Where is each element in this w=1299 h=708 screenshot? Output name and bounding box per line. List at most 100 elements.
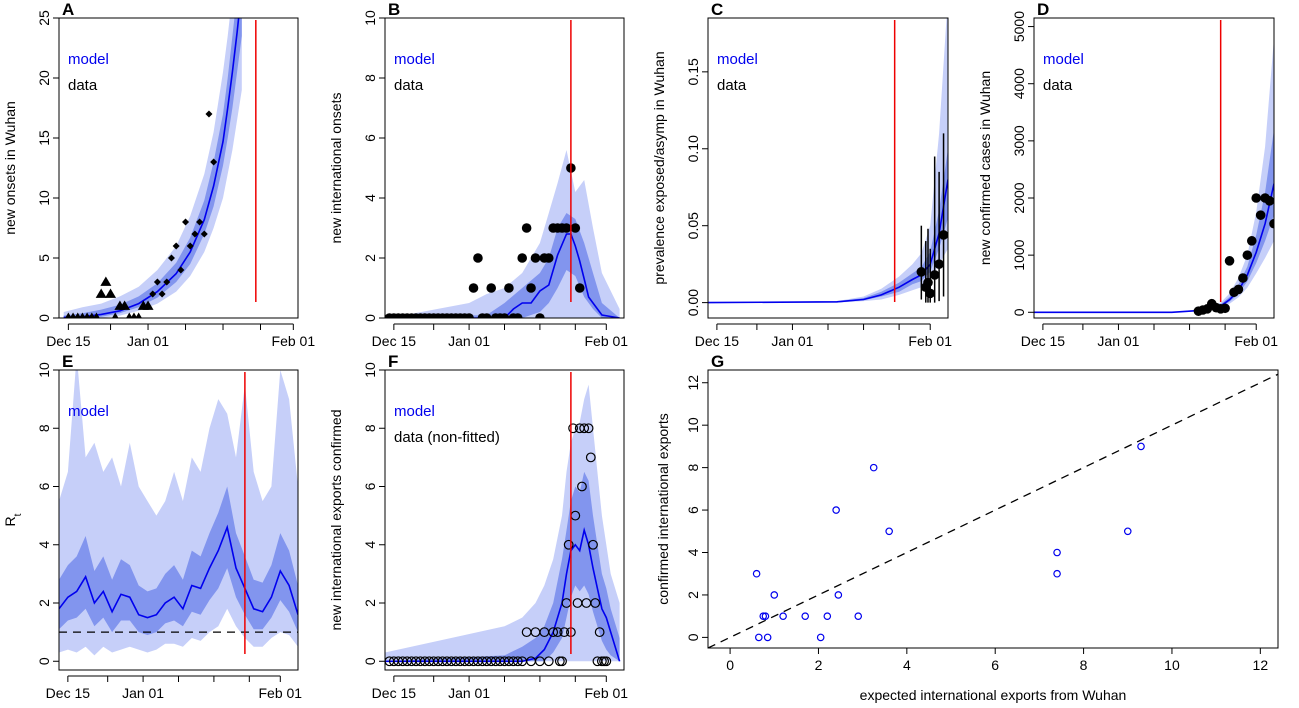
y-tick-label: 10 [362, 10, 378, 26]
data-triangle [111, 312, 119, 318]
y-tick-label: 0 [362, 657, 378, 665]
legend-data: data [1043, 77, 1073, 94]
x-tick-label: 0 [726, 657, 734, 673]
data-point [557, 656, 567, 667]
panel-b-x-axis: Dec 15 Jan 01 Feb 01 [372, 323, 628, 349]
y-axis-title: new confirmed cases in Wuhan [977, 71, 993, 265]
panel-f-x-axis: Dec 15 Jan 01 Feb 01 [372, 675, 628, 701]
model-line [59, 524, 298, 619]
scatter-point [779, 612, 787, 620]
x-tick-label: Feb 01 [272, 333, 316, 349]
x-tick-label: Dec 15 [46, 333, 91, 349]
data-point [588, 539, 598, 550]
data-point [579, 423, 590, 434]
panel-g-plot [708, 373, 1278, 648]
data-triangle [119, 300, 131, 310]
y-tick-label: 4 [36, 541, 52, 549]
data-point [464, 313, 474, 318]
scatter-point [1123, 527, 1132, 536]
y-tick-label: 4000 [1011, 68, 1027, 99]
panel-d-plot [1034, 20, 1274, 316]
data-triangle [135, 312, 142, 318]
data-point [594, 627, 605, 638]
y-tick-label: 6 [685, 506, 701, 514]
data-point [473, 253, 483, 263]
data-diamond [200, 230, 208, 238]
data-point [1220, 303, 1230, 314]
panel-letter-f: F [388, 352, 398, 371]
x-tick-label: Dec 15 [372, 685, 417, 701]
panel-e-legend: model [68, 403, 109, 420]
x-tick-label: Jan 01 [1097, 333, 1139, 349]
scatter-point [755, 633, 763, 642]
legend-model: model [717, 51, 758, 68]
data-point [934, 259, 944, 269]
data-diamond [191, 230, 199, 238]
panel-letter-e: E [62, 352, 73, 371]
y-tick-label: 12 [685, 375, 701, 391]
data-point [590, 598, 601, 608]
panel-e-y-axis: 0 2 4 6 8 10 [36, 362, 60, 665]
panel-f-plot [385, 372, 621, 667]
data-point [512, 656, 523, 667]
x-tick-label: Feb 01 [584, 685, 628, 701]
band-50 [385, 471, 620, 662]
y-axis-title: new international onsets [328, 93, 344, 244]
panel-letter-g: G [711, 352, 724, 371]
x-tick-label: Jan 01 [127, 333, 169, 349]
scatter-point [761, 612, 770, 620]
data-point [1242, 250, 1253, 260]
scatter-point [759, 612, 768, 620]
legend-data: data [717, 77, 747, 94]
legend-model: model [1043, 51, 1084, 68]
x-tick-label: Feb 01 [908, 333, 952, 349]
data-point [512, 313, 523, 318]
panel-e-x-axis: Dec 15 Jan 01 Feb 01 [46, 675, 302, 701]
x-tick-label: Feb 01 [1234, 333, 1278, 349]
x-tick-label: Feb 01 [584, 333, 628, 349]
y-axis-title: confirmed international exports [655, 413, 671, 604]
y-tick-label: 8 [362, 424, 378, 432]
y-tick-label: 2000 [1011, 182, 1027, 213]
panel-frame [707, 369, 1279, 649]
panel-g-y-axis: 0 2 4 6 8 10 12 [685, 375, 709, 641]
data-diamond [158, 290, 166, 298]
x-tick-label: Dec 15 [1021, 333, 1066, 349]
data-triangle [126, 312, 133, 318]
y-tick-label: 0.10 [685, 135, 701, 162]
band-50 [63, 18, 242, 318]
data-point [504, 283, 514, 293]
y-tick-label: 10 [362, 362, 378, 378]
data-triangle [88, 312, 96, 318]
data-point [543, 253, 554, 263]
data-point [923, 277, 933, 288]
band-50 [389, 213, 620, 318]
y-axis-title: prevalence exposed/asymp in Wuhan [651, 51, 667, 284]
x-tick-label: Feb 01 [258, 685, 302, 701]
data-triangle [95, 288, 107, 298]
data-triangle [69, 312, 77, 318]
data-point [543, 656, 554, 667]
legend-data: data [68, 77, 98, 94]
band-95 [708, 18, 948, 303]
y-tick-label: 8 [685, 464, 701, 472]
y-tick-label: 0 [36, 314, 52, 322]
panel-a-plot [63, 18, 257, 318]
data-diamond [210, 158, 218, 166]
scatter-point [832, 506, 840, 514]
data-point [486, 283, 497, 293]
x-tick-label: Dec 15 [46, 685, 91, 701]
y-tick-label: 0 [362, 314, 378, 322]
data-point [1264, 196, 1274, 206]
data-point [535, 313, 545, 318]
data-point [938, 230, 948, 240]
data-point [1269, 218, 1274, 229]
y-tick-label: 10 [36, 190, 52, 206]
panel-b-y-axis: 0 2 4 6 8 10 [362, 10, 386, 322]
data-point [1224, 256, 1235, 266]
model-line [385, 527, 621, 663]
scatter-point [823, 612, 832, 620]
x-tick-label: 8 [1080, 657, 1088, 673]
panel-letter-a: A [62, 0, 74, 19]
y-tick-label: 5000 [1011, 11, 1027, 42]
